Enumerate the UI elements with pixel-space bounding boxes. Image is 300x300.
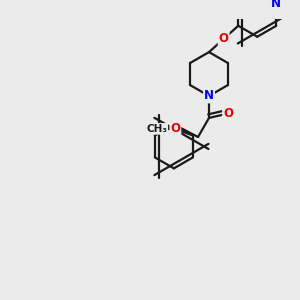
Text: O: O	[219, 32, 229, 45]
Text: N: N	[204, 89, 214, 103]
Text: CH₃: CH₃	[146, 124, 167, 134]
Text: O: O	[223, 107, 233, 120]
Text: N: N	[271, 0, 281, 10]
Text: O: O	[170, 122, 180, 135]
